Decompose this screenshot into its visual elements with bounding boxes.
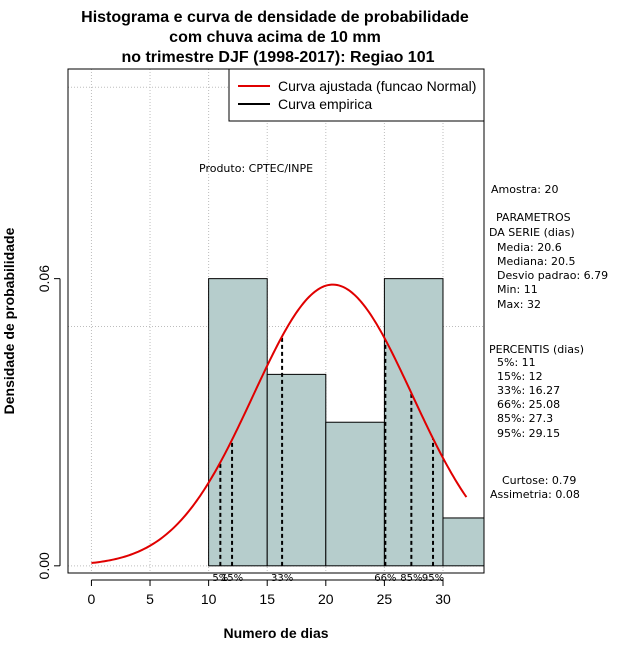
x-tick-label-2: 10 bbox=[201, 591, 217, 607]
histogram-bar-3 bbox=[383, 278, 444, 567]
chart-title-line-3: no trimestre DJF (1998-2017): Regiao 101 bbox=[121, 49, 434, 66]
stat-p5: 5%: 11 bbox=[497, 356, 536, 369]
params-title-1: PARAMETROS bbox=[496, 211, 571, 224]
x-tick-label-6: 30 bbox=[435, 591, 451, 607]
percentile-label-1: 15% bbox=[221, 573, 243, 584]
stat-p15: 15%: 12 bbox=[497, 370, 543, 383]
stats-panel: Amostra: 20 PARAMETROS DA SERIE (dias) M… bbox=[489, 183, 608, 501]
histogram-bar-4 bbox=[442, 517, 485, 567]
stat-p33: 33%: 16.27 bbox=[497, 384, 560, 397]
x-tick-label-5: 25 bbox=[377, 591, 393, 607]
legend: Curva ajustada (funcao Normal) Curva emp… bbox=[228, 68, 485, 122]
histogram-bar-0 bbox=[208, 278, 268, 567]
stat-amostra: Amostra: 20 bbox=[491, 183, 558, 196]
percentile-layer: 5%15% 33% 66% 85% 95% bbox=[212, 336, 444, 584]
legend-label-fitted: Curva ajustada (funcao Normal) bbox=[278, 78, 476, 94]
y-axis-title: Densidade de probabilidade bbox=[1, 227, 17, 414]
percentile-label-4: 85% bbox=[400, 573, 422, 584]
legend-box bbox=[228, 68, 485, 122]
legend-label-empirical: Curva empirica bbox=[278, 96, 372, 112]
stat-curtose: Curtose: 0.79 bbox=[502, 474, 576, 487]
stat-p85: 85%: 27.3 bbox=[497, 412, 553, 425]
stat-p66: 66%: 25.08 bbox=[497, 398, 560, 411]
y-axis: 0.00 0.06 bbox=[36, 265, 61, 579]
stat-min: Min: 11 bbox=[497, 283, 538, 296]
histogram-bar-1 bbox=[266, 373, 327, 567]
chart-title-line-2: com chuva acima de 10 mm bbox=[169, 29, 381, 46]
x-tick-label-1: 5 bbox=[146, 591, 154, 607]
percentile-label-5: 95% bbox=[422, 573, 444, 584]
x-tick-label-3: 15 bbox=[259, 591, 275, 607]
histogram-bar-2 bbox=[325, 421, 385, 567]
percentile-label-3: 66% bbox=[374, 573, 396, 584]
bars-layer bbox=[208, 278, 485, 567]
stat-media: Media: 20.6 bbox=[497, 241, 562, 254]
percentile-label-2: 33% bbox=[271, 573, 293, 584]
x-tick-label-4: 20 bbox=[318, 591, 334, 607]
x-axis: 0 5 10 15 20 25 30 bbox=[88, 579, 451, 607]
stat-p95: 95%: 29.15 bbox=[497, 427, 560, 440]
x-axis-title: Numero de dias bbox=[223, 625, 328, 641]
percentile-label-0: 5% bbox=[212, 573, 228, 584]
percentis-title: PERCENTIS (dias) bbox=[489, 343, 584, 356]
stat-assimetria: Assimetria: 0.08 bbox=[490, 488, 580, 501]
stat-desvio: Desvio padrao: 6.79 bbox=[497, 269, 608, 282]
stat-mediana: Mediana: 20.5 bbox=[497, 255, 575, 268]
chart-title-line-1: Histograma e curva de densidade de proba… bbox=[81, 9, 469, 26]
y-tick-label-1: 0.06 bbox=[36, 265, 52, 292]
produto-annotation: Produto: CPTEC/INPE bbox=[199, 162, 313, 175]
y-tick-label-0: 0.00 bbox=[36, 552, 52, 579]
params-title-2: DA SERIE (dias) bbox=[489, 226, 575, 239]
fitted-normal-curve bbox=[91, 283, 468, 564]
x-tick-label-0: 0 bbox=[88, 591, 96, 607]
stat-max: Max: 32 bbox=[497, 298, 541, 311]
